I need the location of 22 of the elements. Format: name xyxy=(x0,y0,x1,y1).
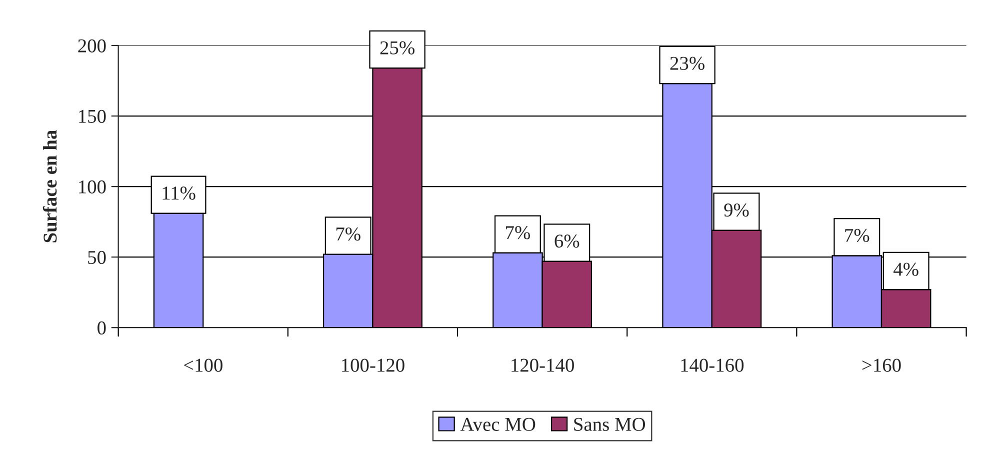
legend-label: Avec MO xyxy=(460,418,536,431)
annotation: 4% xyxy=(893,262,918,276)
y-tick-label: 50 xyxy=(88,250,106,264)
annotation: 23% xyxy=(670,56,704,70)
x-tick-label: <100 xyxy=(184,358,222,372)
annotation: 7% xyxy=(506,226,530,240)
x-tick-label: >160 xyxy=(862,358,901,372)
x-tick-label: 140-160 xyxy=(681,358,744,372)
legend-label: Sans MO xyxy=(574,418,646,431)
annotation: 11% xyxy=(162,186,196,200)
x-tick-label: 100-120 xyxy=(342,358,404,372)
annotation: 7% xyxy=(845,228,870,242)
annotation: 25% xyxy=(380,41,414,54)
y-axis-title: Surface en ha xyxy=(42,130,57,242)
annotation: 6% xyxy=(554,234,580,248)
y-tick-label: 0 xyxy=(98,321,106,335)
y-tick-label: 200 xyxy=(78,39,106,52)
x-tick-label: 120-140 xyxy=(512,358,574,372)
annotation: 9% xyxy=(724,203,749,217)
annotation: 7% xyxy=(336,227,360,241)
y-tick-label: 100 xyxy=(79,180,106,194)
y-tick-label: 150 xyxy=(79,110,106,123)
